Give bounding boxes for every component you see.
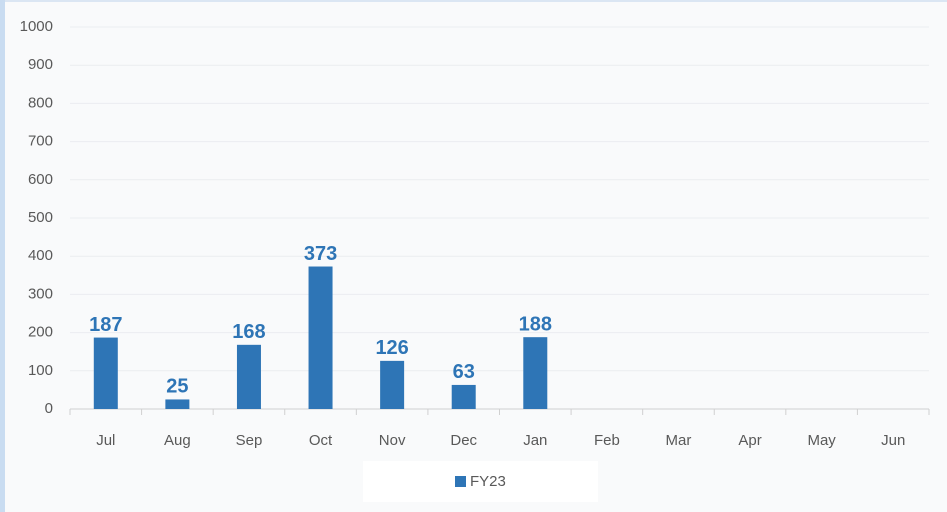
data-label: 168 [232, 321, 265, 343]
x-tick-label: Sep [236, 432, 263, 449]
x-tick-label: Nov [379, 432, 406, 449]
y-tick-label: 600 [28, 171, 53, 188]
legend-swatch [455, 476, 466, 487]
x-tick-label: Aug [164, 432, 191, 449]
data-label: 126 [375, 337, 408, 359]
left-border [0, 0, 5, 512]
legend-box [363, 461, 598, 502]
x-tick-label: Oct [309, 432, 333, 449]
data-label: 63 [453, 361, 475, 383]
bar [165, 399, 190, 409]
legend-label: FY23 [470, 473, 506, 490]
y-tick-label: 300 [28, 285, 53, 302]
bar [451, 384, 476, 409]
x-tick-label: May [807, 432, 836, 449]
data-label: 188 [519, 313, 552, 335]
data-label: 25 [166, 376, 188, 398]
x-tick-label: Feb [594, 432, 620, 449]
y-tick-label: 1000 [20, 18, 53, 35]
x-tick-label: Apr [738, 432, 761, 449]
y-tick-label: 700 [28, 133, 53, 150]
x-tick-label: Jul [96, 432, 115, 449]
bar [380, 360, 405, 409]
bar [236, 344, 261, 409]
y-tick-label: 100 [28, 362, 53, 379]
x-tick-label: Dec [450, 432, 477, 449]
y-tick-label: 500 [28, 209, 53, 226]
y-tick-label: 200 [28, 324, 53, 341]
x-tick-label: Jun [881, 432, 905, 449]
bar [523, 337, 548, 409]
y-tick-label: 800 [28, 94, 53, 111]
x-tick-label: Jan [523, 432, 547, 449]
y-tick-label: 400 [28, 247, 53, 264]
top-border [0, 0, 947, 2]
data-label: 187 [89, 314, 122, 336]
y-tick-label: 0 [45, 400, 53, 417]
bar [93, 337, 118, 409]
y-tick-label: 900 [28, 56, 53, 73]
data-label: 373 [304, 243, 337, 265]
bar [308, 266, 333, 409]
x-tick-label: Mar [666, 432, 692, 449]
